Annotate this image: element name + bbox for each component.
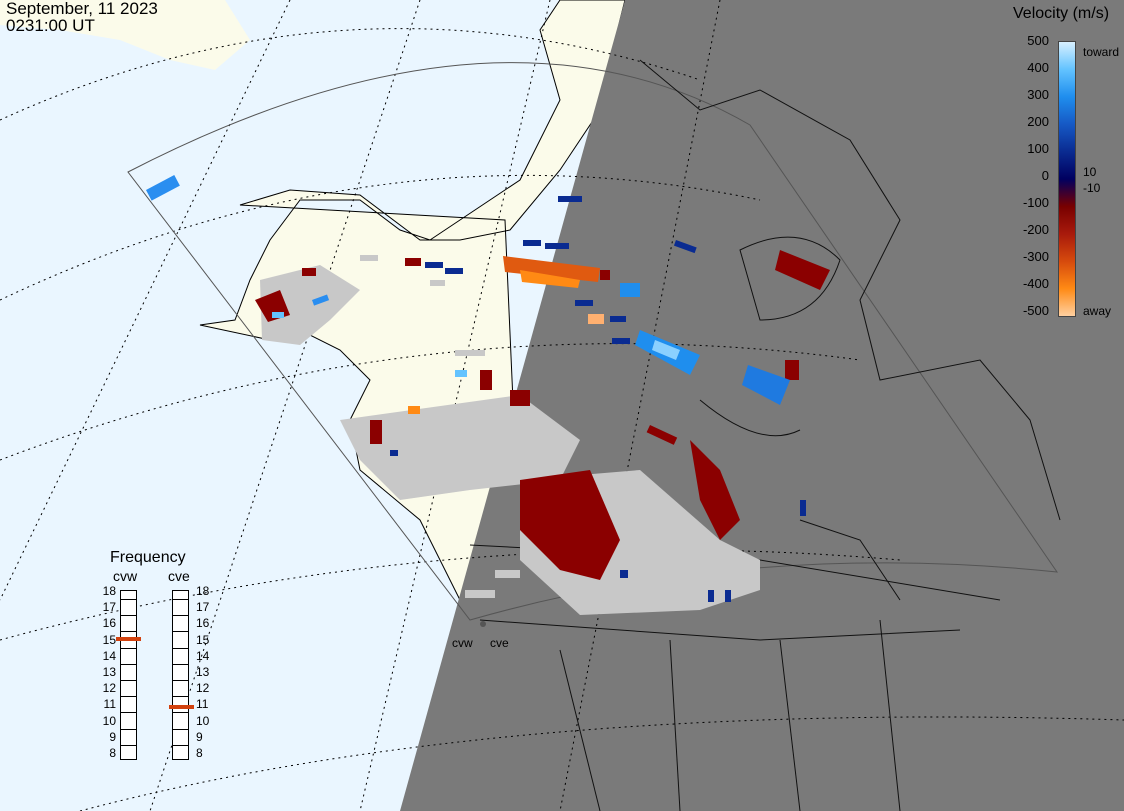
velocity-tick: -300 — [1022, 249, 1049, 264]
frequency-tick-right: 15 — [196, 632, 210, 647]
frequency-tick-left: 16 — [102, 616, 116, 631]
frequency-tick-left: 14 — [102, 648, 116, 663]
date-label: September, 11 2023 — [6, 0, 158, 18]
velocity-tick: -400 — [1022, 276, 1049, 291]
time-label: 0231:00 UT — [6, 16, 95, 35]
frequency-tick-right: 16 — [196, 616, 210, 631]
velocity-away-cells — [255, 250, 830, 580]
frequency-title: Frequency — [110, 549, 186, 566]
frequency-tick-left: 15 — [102, 632, 116, 647]
velocity-threshold-neg: -10 — [1083, 181, 1101, 195]
frequency-tick-left: 11 — [103, 697, 116, 712]
frequency-tick-left: 9 — [109, 729, 116, 744]
velocity-tick: -200 — [1022, 222, 1049, 237]
frequency-radar-label-cvw: cvw — [113, 568, 138, 584]
velocity-tick: 500 — [1027, 33, 1049, 48]
velocity-threshold-pos: 10 — [1083, 165, 1097, 179]
frequency-tick-left: 13 — [102, 664, 116, 679]
radar-site-label-cve: cve — [490, 636, 509, 650]
frequency-tick-right: 13 — [196, 664, 210, 679]
frequency-marker-cvw — [116, 636, 141, 641]
velocity-tick: -500 — [1022, 303, 1049, 318]
velocity-scale-title: Velocity (m/s) — [1013, 5, 1110, 22]
velocity-color-bar — [1058, 41, 1076, 317]
frequency-tick-right: 10 — [196, 713, 210, 728]
velocity-tick: 300 — [1027, 87, 1049, 102]
velocity-away-orange — [408, 256, 604, 414]
velocity-tick: -100 — [1022, 195, 1049, 210]
frequency-tick-right: 8 — [196, 745, 203, 760]
frequency-tick-right: 9 — [196, 729, 203, 744]
frequency-tick-left: 10 — [102, 713, 116, 728]
radar-site-markers — [480, 621, 486, 627]
land-day — [0, 0, 626, 601]
frequency-marker-cve — [169, 704, 194, 709]
frequency-tick-right: 17 — [196, 600, 210, 615]
frequency-scale-cve — [172, 590, 189, 760]
velocity-low-cells — [390, 196, 806, 602]
frequency-tick-right: 18 — [196, 584, 210, 598]
velocity-tick: 400 — [1027, 60, 1049, 75]
frequency-tick-left: 18 — [102, 584, 116, 598]
frequency-tick-left: 8 — [109, 745, 116, 760]
velocity-away-label: away — [1083, 304, 1112, 318]
boundaries — [469, 59, 1061, 811]
frequency-radar-label-cve: cve — [168, 568, 190, 584]
velocity-toward-cells — [146, 174, 790, 405]
radar-site-label-cvw: cvw — [452, 636, 473, 650]
velocity-toward-label: toward — [1083, 45, 1120, 59]
frequency-scale-cvw — [120, 590, 137, 760]
velocity-tick: 100 — [1027, 141, 1049, 156]
frequency-tick-left: 17 — [102, 600, 116, 615]
velocity-tick: 0 — [1041, 168, 1049, 183]
frequency-tick-right: 11 — [196, 697, 209, 712]
frequency-tick-right: 14 — [196, 648, 210, 663]
frequency-tick-left: 12 — [102, 681, 116, 696]
velocity-tick: 200 — [1027, 114, 1049, 129]
frequency-tick-right: 12 — [196, 681, 210, 696]
